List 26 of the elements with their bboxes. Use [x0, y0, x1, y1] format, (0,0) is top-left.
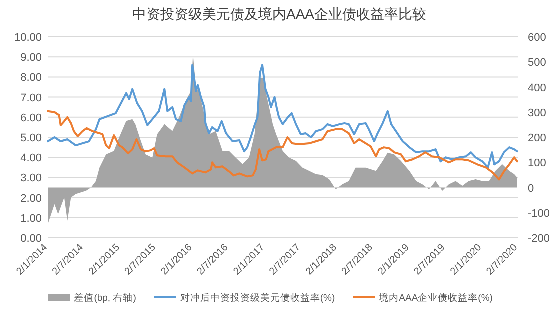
y-tick-label: 10.00 [14, 32, 42, 44]
y2-tick-label: 500 [528, 57, 546, 70]
y-tick-label: 0.00 [20, 233, 42, 245]
y-tick-label: 7.00 [20, 92, 42, 104]
y2-tick-label: -100 [528, 208, 550, 220]
y2-tick-label: 200 [528, 132, 546, 144]
legend-label: 差值(bp, 右轴) [74, 292, 136, 304]
line-series [47, 110, 518, 181]
line-series [47, 64, 518, 169]
y-tick-label: 1.00 [20, 212, 42, 225]
legend-label: 境内AAA企业债收益率(%) [378, 292, 493, 304]
y2-tick-label: 600 [528, 32, 546, 44]
y2-tick-label: -200 [528, 233, 550, 245]
y-tick-label: 2.00 [20, 192, 42, 205]
y-tick-label: 9.00 [20, 52, 42, 64]
y2-tick-label: 0 [528, 182, 534, 195]
y2-tick-label: 300 [528, 107, 546, 120]
y-tick-label: 8.00 [20, 72, 42, 84]
y-tick-label: 6.00 [20, 112, 42, 124]
chart-title: 中资投资级美元债及境内AAA企业债收益率比较 [132, 6, 427, 22]
y-tick-label: 3.00 [20, 172, 42, 185]
y2-tick-label: 400 [528, 82, 546, 94]
y-tick-label: 4.00 [20, 152, 42, 165]
y-tick-label: 5.00 [20, 132, 42, 144]
legend-label: 对冲后中资投资级美元债收益率(%) [180, 292, 336, 304]
y2-tick-label: 100 [528, 158, 546, 170]
